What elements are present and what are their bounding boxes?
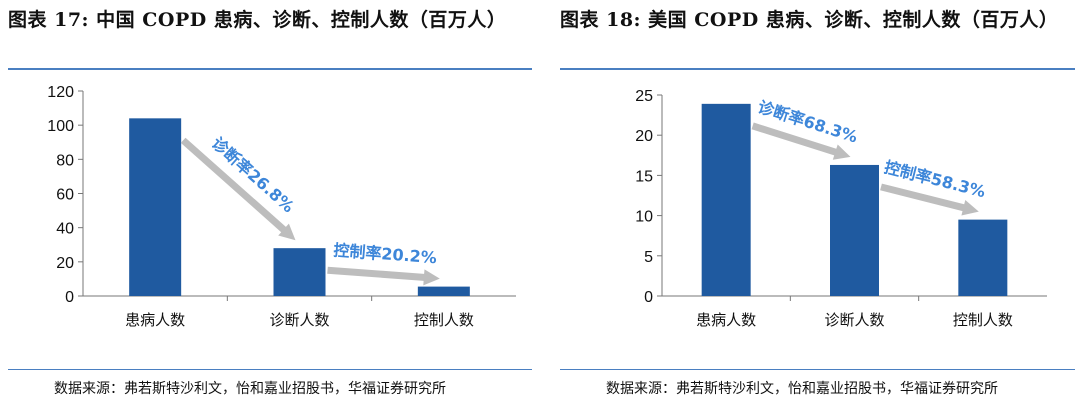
annotation-arrow — [327, 266, 440, 286]
source-note: 数据来源：弗若斯特沙利文，怡和嘉业招股书，华福证券研究所 — [606, 381, 998, 397]
y-tick-label: 100 — [47, 118, 74, 135]
chart-title: 图表 17: 中国 COPD 患病、诊断、控制人数（百万人） — [8, 9, 507, 31]
y-tick-label: 15 — [635, 168, 653, 185]
source-rule — [560, 369, 1075, 370]
title-rule — [560, 68, 1075, 70]
annotation-arrow — [180, 137, 296, 241]
annotation-arrow — [751, 122, 851, 160]
y-tick-label: 0 — [65, 289, 74, 306]
x-tick-label: 患病人数 — [125, 311, 185, 329]
annotation-label: 控制率20.2% — [333, 241, 438, 268]
x-tick-label: 诊断人数 — [269, 311, 329, 329]
us-copd-panel: 图表 18: 美国 COPD 患病、诊断、控制人数（百万人） 0 5 10 15 20 2… — [560, 0, 1075, 406]
y-tick-label: 25 — [635, 88, 653, 105]
annotation-label: 诊断率68.3% — [756, 97, 860, 146]
bar — [830, 164, 879, 296]
bar — [129, 118, 182, 296]
chart-title: 图表 18: 美国 COPD 患病、诊断、控制人数（百万人） — [560, 9, 1059, 31]
bar — [701, 103, 751, 297]
bar — [417, 286, 470, 296]
annotation-arrow — [880, 183, 979, 216]
y-tick-label: 20 — [56, 255, 74, 272]
bar — [273, 248, 326, 296]
y-tick-label: 80 — [56, 152, 74, 169]
x-tick-label: 控制人数 — [953, 311, 1013, 329]
y-tick-label: 20 — [635, 128, 653, 145]
bar — [958, 219, 1008, 296]
source-note: 数据来源：弗若斯特沙利文，怡和嘉业招股书，华福证券研究所 — [54, 381, 446, 397]
china-copd-panel: 图表 17: 中国 COPD 患病、诊断、控制人数（百万人） 0 20 40 60 80… — [8, 0, 532, 406]
y-tick-label: 0 — [644, 289, 653, 306]
y-tick-label: 120 — [47, 84, 74, 101]
y-tick-label: 5 — [644, 249, 653, 266]
x-tick-label: 控制人数 — [414, 311, 474, 329]
x-tick-label: 诊断人数 — [824, 311, 884, 329]
x-tick-label: 患病人数 — [696, 311, 756, 329]
y-tick-label: 40 — [56, 221, 74, 238]
source-rule — [8, 369, 532, 370]
title-rule — [8, 68, 532, 70]
y-tick-label: 10 — [635, 209, 653, 226]
y-tick-label: 60 — [56, 187, 74, 204]
